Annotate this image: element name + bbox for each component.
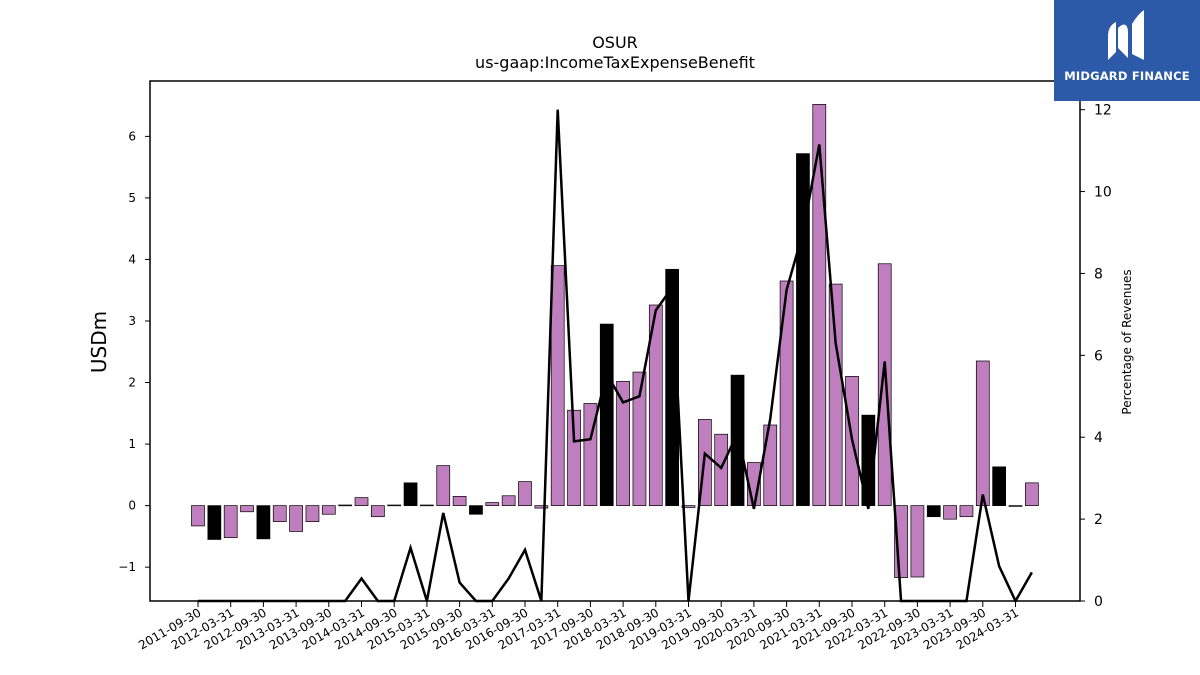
- plot-frame: [149, 80, 1081, 602]
- y2-tick-label: 4: [1094, 430, 1103, 446]
- y2-tick-label: 8: [1094, 266, 1103, 282]
- bar-2023-03-31: [943, 505, 957, 520]
- bar-2014-09-30: [387, 504, 402, 507]
- y-tick-label: 1: [128, 437, 136, 451]
- y-tick-label: 0: [128, 499, 136, 513]
- bar-2024-06-30: [1024, 482, 1039, 506]
- bar-2014-06-30: [371, 505, 385, 518]
- bar-2013-12-31: [338, 504, 352, 507]
- chart-subtitle: us-gaap:IncomeTaxExpenseBenefit: [475, 53, 755, 72]
- bar-2017-03-31: [550, 265, 565, 506]
- bar-2011-09-30: [191, 505, 205, 527]
- bar-2019-12-31: [730, 374, 745, 506]
- bar-2016-03-31: [485, 502, 500, 506]
- bar-2023-09-30: [975, 360, 990, 506]
- y-axis-label: USDm: [87, 311, 111, 373]
- bar-2017-12-31: [599, 323, 614, 506]
- y-tick-label: 6: [128, 129, 136, 143]
- bar-2022-09-30: [910, 505, 925, 578]
- bar-2019-09-30: [714, 433, 729, 506]
- logo: MIDGARD FINANCE: [1054, 0, 1200, 101]
- bar-2013-09-30: [321, 505, 336, 515]
- y2-axis-label: Percentage of Revenues: [1120, 269, 1134, 414]
- bar-2022-12-31: [926, 505, 941, 518]
- bar-2014-03-31: [354, 497, 369, 506]
- bar-2015-03-31: [420, 504, 434, 507]
- bar-2017-06-30: [567, 409, 581, 506]
- bar-2012-03-31: [223, 505, 238, 538]
- bar-2022-03-31: [877, 263, 892, 506]
- y-tick-label: 4: [128, 252, 136, 266]
- bar-2023-06-30: [959, 505, 974, 518]
- y2-tick-label: 10: [1094, 185, 1112, 201]
- bar-2015-09-30: [452, 496, 467, 506]
- midgard-logo-icon: [1108, 10, 1144, 60]
- y2-tick-label: 2: [1094, 512, 1103, 528]
- bar-2015-06-30: [436, 465, 451, 506]
- bar-2016-09-30: [518, 481, 532, 506]
- bar-2012-06-30: [240, 505, 254, 513]
- y2-tick-label: 6: [1094, 348, 1103, 364]
- bar-2011-12-31: [207, 505, 222, 540]
- bar-2014-12-31: [403, 482, 418, 506]
- logo-text: MIDGARD FINANCE: [1064, 69, 1190, 83]
- bar-2013-06-30: [305, 505, 320, 522]
- bar-2023-12-31: [992, 466, 1007, 506]
- chart-title: OSUR: [592, 33, 638, 52]
- y-tick-label: 3: [128, 314, 136, 328]
- bar-2018-06-30: [632, 371, 647, 506]
- bar-2016-06-30: [501, 495, 516, 506]
- y-tick-label: 5: [128, 191, 136, 205]
- y-tick-label: 2: [128, 376, 136, 390]
- y2-tick-label: 12: [1094, 103, 1112, 119]
- y-tick-label: −1: [118, 560, 136, 574]
- bar-2024-03-31: [1008, 505, 1023, 507]
- bar-2015-12-31: [469, 505, 483, 515]
- y2-tick-label: 0: [1094, 594, 1103, 610]
- bar-2013-03-31: [289, 505, 303, 532]
- bar-2020-09-30: [779, 280, 794, 506]
- bar-2012-12-31: [272, 505, 287, 522]
- bar-2018-09-30: [648, 304, 663, 506]
- bar-2021-06-30: [828, 283, 843, 506]
- bar-2016-12-31: [534, 505, 549, 509]
- bar-2012-09-30: [256, 505, 271, 540]
- bar-2018-03-31: [616, 380, 630, 506]
- bar-2019-03-31: [681, 505, 696, 508]
- bar-2021-03-31: [812, 104, 827, 506]
